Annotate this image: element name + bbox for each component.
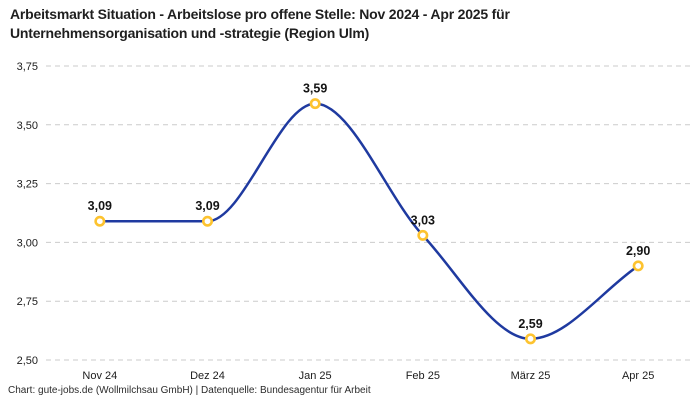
data-point-marker bbox=[202, 215, 214, 227]
x-tick-label: Dez 24 bbox=[190, 370, 225, 382]
data-point-marker bbox=[632, 260, 644, 272]
data-label: 2,59 bbox=[518, 317, 542, 331]
x-tick-label: Feb 25 bbox=[406, 370, 440, 382]
y-tick-label: 3,75 bbox=[17, 61, 38, 73]
data-label: 3,09 bbox=[195, 199, 219, 213]
data-point-marker bbox=[309, 98, 321, 110]
y-tick-label: 2,75 bbox=[17, 296, 38, 308]
data-point-marker bbox=[417, 229, 429, 241]
data-label: 3,59 bbox=[303, 82, 327, 96]
y-tick-label: 3,25 bbox=[17, 179, 38, 191]
data-point-marker bbox=[524, 333, 536, 345]
x-tick-label: Nov 24 bbox=[82, 370, 117, 382]
x-tick-label: Apr 25 bbox=[622, 370, 654, 382]
series-line bbox=[98, 102, 640, 341]
chart-title: Arbeitsmarkt Situation - Arbeitslose pro… bbox=[10, 5, 690, 43]
y-tick-label: 2,50 bbox=[17, 355, 38, 367]
y-tick-label: 3,00 bbox=[17, 237, 38, 249]
data-label: 3,09 bbox=[88, 199, 112, 213]
chart-title-line2: Unternehmensorganisation und -strategie … bbox=[10, 25, 370, 41]
chart-credit: Chart: gute-jobs.de (Wollmilchsau GmbH) … bbox=[8, 385, 371, 396]
data-point-marker bbox=[94, 215, 106, 227]
data-label: 3,03 bbox=[411, 213, 435, 227]
y-tick-label: 3,50 bbox=[17, 120, 38, 132]
chart-title-line1: Arbeitsmarkt Situation - Arbeitslose pro… bbox=[10, 6, 510, 22]
x-tick-label: März 25 bbox=[511, 370, 551, 382]
data-label: 2,90 bbox=[626, 244, 650, 258]
x-tick-label: Jan 25 bbox=[299, 370, 332, 382]
